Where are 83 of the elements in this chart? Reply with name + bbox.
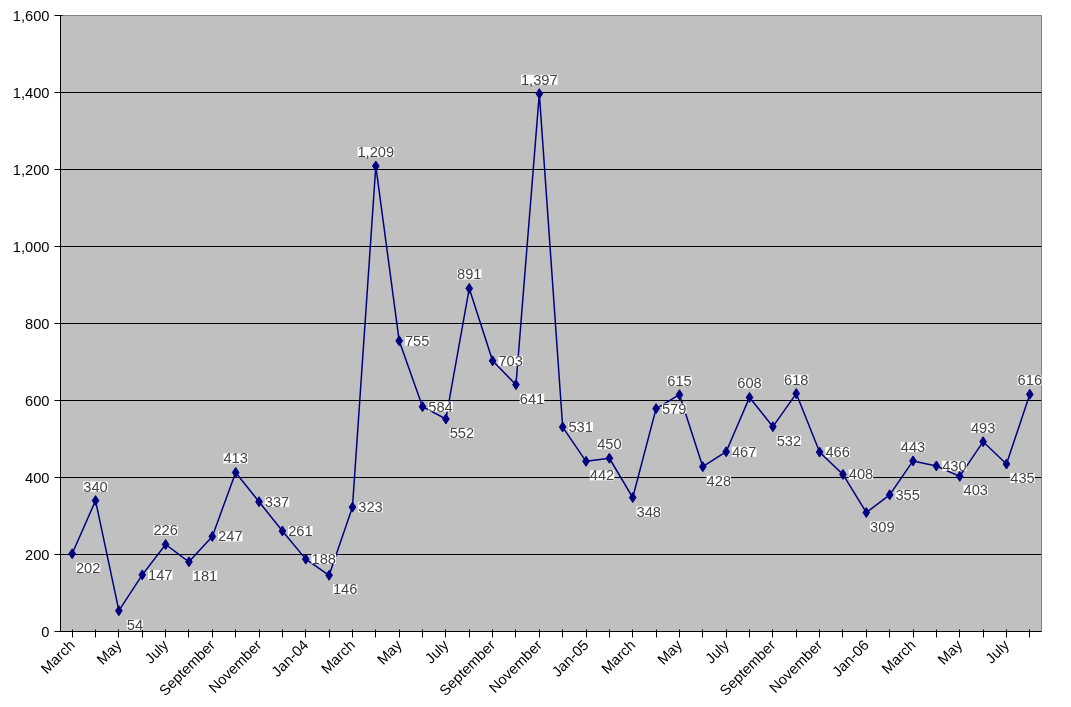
data-label: 247: [218, 528, 243, 545]
data-label: 413: [223, 450, 248, 467]
data-label: 532: [776, 432, 802, 449]
data-label: 584: [428, 398, 453, 415]
y-tick-label: 600: [25, 392, 50, 409]
data-label: 467: [731, 443, 757, 460]
y-tick-label: 200: [25, 546, 50, 563]
point: [161, 538, 170, 550]
point: [815, 446, 824, 458]
data-label: 261: [288, 523, 313, 540]
point: [301, 553, 310, 565]
data-label: 608: [737, 375, 762, 392]
point: [278, 525, 287, 537]
data-label: 435: [1010, 470, 1035, 487]
point: [208, 530, 217, 542]
point: [955, 470, 964, 482]
y-tick-label: 800: [25, 315, 50, 332]
data-label: 450: [597, 436, 622, 453]
data-label: 355: [895, 486, 920, 503]
point: [138, 569, 147, 581]
y-tick-label: 1,000: [12, 238, 50, 255]
point: [465, 282, 474, 294]
point: [348, 501, 357, 513]
data-label: 616: [1017, 372, 1043, 389]
y-tick-label: 0: [41, 623, 50, 640]
y-tick-label: 1,400: [12, 84, 50, 101]
point: [862, 507, 871, 519]
point: [605, 452, 614, 464]
data-label: 181: [192, 567, 218, 584]
y-tick-label: 1,600: [12, 7, 50, 24]
point: [231, 466, 240, 478]
data-label: 348: [636, 503, 661, 520]
point: [722, 446, 731, 458]
data-label: 443: [900, 438, 926, 455]
point: [675, 389, 684, 401]
data-label: 552: [449, 424, 475, 441]
point: [535, 88, 544, 100]
data-label: 54: [126, 616, 144, 633]
point: [418, 401, 427, 413]
data-label: 147: [148, 566, 173, 583]
data-label: 430: [942, 457, 967, 474]
data-label: 146: [332, 581, 358, 598]
point: [745, 391, 754, 403]
data-label: 403: [963, 482, 988, 499]
data-label: 340: [83, 478, 108, 495]
data-label: 579: [661, 400, 687, 417]
data-label: 615: [667, 372, 692, 389]
point: [68, 548, 77, 560]
y-tick-label: 1,200: [12, 161, 50, 178]
y-tick-label: 400: [25, 469, 50, 486]
point: [488, 355, 497, 367]
data-label: 531: [568, 419, 593, 436]
point: [371, 160, 380, 172]
point: [1025, 388, 1034, 400]
data-label: 891: [457, 266, 482, 283]
data-label: 466: [825, 444, 850, 461]
point: [558, 421, 567, 433]
data-label: 323: [358, 499, 383, 516]
data-label: 408: [848, 466, 874, 483]
data-label: 442: [589, 467, 615, 484]
point: [91, 495, 100, 507]
point: [395, 335, 404, 347]
data-label: 1,209: [357, 144, 395, 161]
data-label: 1,397: [520, 71, 558, 88]
data-label: 188: [311, 551, 336, 568]
point: [628, 492, 637, 504]
data-label: 755: [404, 332, 430, 349]
point: [792, 388, 801, 400]
data-label: 618: [784, 371, 809, 388]
point: [932, 460, 941, 472]
data-label: 337: [264, 493, 290, 510]
data-label: 493: [970, 419, 996, 436]
data-label: 703: [498, 352, 523, 369]
point: [1002, 458, 1011, 470]
data-label: 226: [153, 522, 178, 539]
data-label: 202: [75, 559, 101, 576]
data-label: 641: [519, 390, 545, 407]
point: [698, 461, 707, 473]
x-tick-label: July: [982, 636, 1013, 667]
data-label: 309: [870, 518, 895, 535]
data-label: 428: [706, 472, 732, 489]
x-tick-label: May: [373, 636, 406, 668]
point: [885, 489, 894, 501]
